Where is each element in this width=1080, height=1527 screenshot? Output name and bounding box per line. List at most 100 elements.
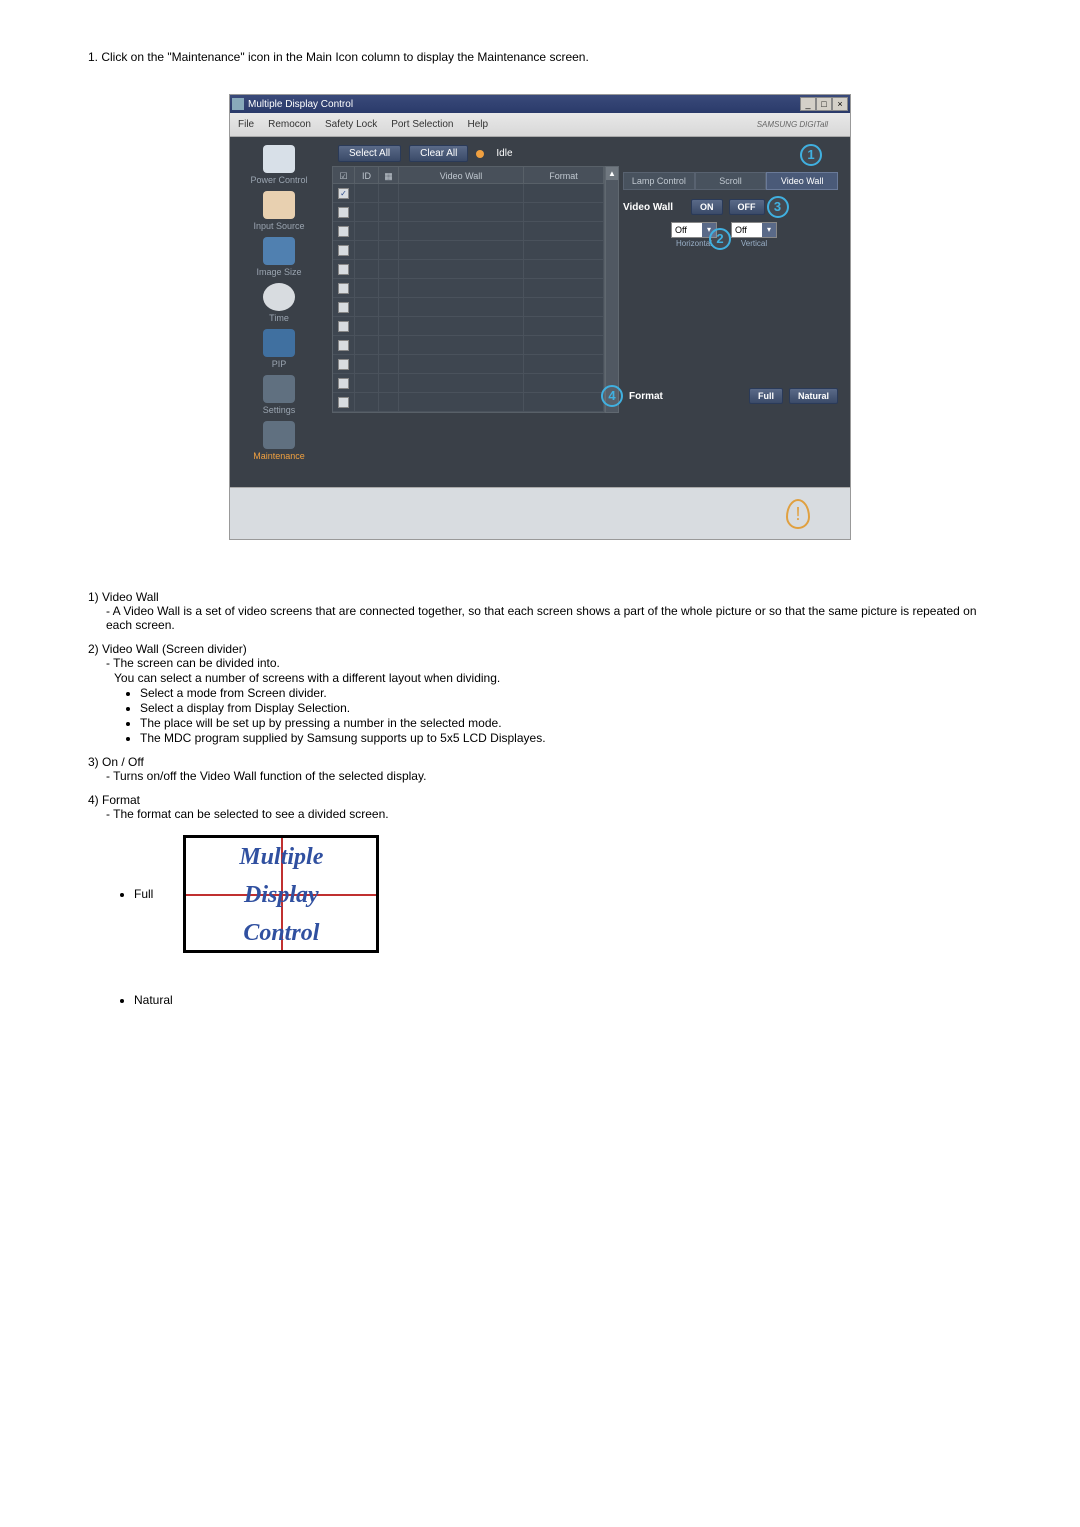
description-list: 1) Video Wall - A Video Wall is a set of… (80, 590, 1000, 1007)
table-row[interactable]: ✓ (333, 184, 604, 203)
row-checkbox[interactable] (338, 302, 349, 313)
natural-button[interactable]: Natural (789, 388, 838, 404)
select-all-button[interactable]: Select All (338, 145, 401, 162)
pip-icon (263, 329, 295, 357)
callout-2: 2 (709, 228, 731, 250)
tab-scroll[interactable]: Scroll (695, 172, 767, 190)
chevron-down-icon: ▾ (762, 223, 776, 237)
mnt-icon (263, 421, 295, 449)
brand-label: SAMSUNG DIGITall (757, 120, 828, 129)
row-checkbox[interactable] (338, 340, 349, 351)
table-row[interactable] (333, 393, 604, 412)
settings-panel: Lamp Control Scroll Video Wall 1 Video W… (619, 166, 846, 413)
sidebar-item-label: PIP (234, 359, 324, 369)
format-label: Format (629, 391, 663, 402)
sidebar-item-label: Power Control (234, 175, 324, 185)
item-1-desc: - A Video Wall is a set of video screens… (106, 604, 1000, 632)
full-label: Full (134, 887, 153, 901)
minimize-button[interactable]: _ (800, 97, 816, 111)
table-row[interactable] (333, 336, 604, 355)
table-row[interactable] (333, 260, 604, 279)
sidebar-item-power-control[interactable]: Power Control (234, 145, 324, 185)
col-format: Format (524, 167, 604, 183)
sidebar-item-image-size[interactable]: Image Size (234, 237, 324, 277)
menu-remocon[interactable]: Remocon (268, 119, 311, 130)
menu-port-selection[interactable]: Port Selection (391, 119, 453, 130)
sidebar-item-label: Settings (234, 405, 324, 415)
item-2-desc2: You can select a number of screens with … (106, 671, 1000, 685)
menu-file[interactable]: File (238, 119, 254, 130)
sidebar: Power Control Input Source Image Size Time P… (230, 137, 328, 487)
scrollbar[interactable]: ▲ (605, 166, 619, 413)
app-window: Multiple Display Control _ □ × File Remo… (229, 94, 851, 540)
callout-1: 1 (800, 144, 822, 166)
vertical-label: Vertical (741, 239, 767, 248)
row-checkbox[interactable] (338, 378, 349, 389)
item-2-bullet4: The MDC program supplied by Samsung supp… (140, 731, 1000, 745)
item-3-desc: - Turns on/off the Video Wall function o… (106, 769, 1000, 783)
intro-text: 1. Click on the "Maintenance" icon in th… (80, 50, 1000, 64)
screenshot-container: Multiple Display Control _ □ × File Remo… (80, 94, 1000, 540)
sidebar-item-input-source[interactable]: Input Source (234, 191, 324, 231)
callout-4: 4 (601, 385, 623, 407)
app-icon (232, 98, 244, 110)
row-checkbox[interactable]: ✓ (338, 188, 349, 199)
table-row[interactable] (333, 298, 604, 317)
idle-indicator-icon (476, 150, 484, 158)
window-title: Multiple Display Control (248, 99, 800, 110)
menu-safety-lock[interactable]: Safety Lock (325, 119, 377, 130)
row-checkbox[interactable] (338, 207, 349, 218)
table-row[interactable] (333, 317, 604, 336)
sidebar-item-pip[interactable]: PIP (234, 329, 324, 369)
row-checkbox[interactable] (338, 245, 349, 256)
full-button[interactable]: Full (749, 388, 783, 404)
video-wall-label: Video Wall (623, 202, 685, 213)
table-row[interactable] (333, 374, 604, 393)
col-id: ID (355, 167, 379, 183)
item-2-desc1: - The screen can be divided into. (106, 656, 1000, 670)
item-1-title: 1) Video Wall (88, 590, 159, 604)
sidebar-item-label: Maintenance (234, 451, 324, 461)
sidebar-item-label: Time (234, 313, 324, 323)
sidebar-item-maintenance[interactable]: Maintenance (234, 421, 324, 461)
item-2-bullet2: Select a display from Display Selection. (140, 701, 1000, 715)
row-checkbox[interactable] (338, 226, 349, 237)
horizontal-label: Horizontal (676, 239, 712, 248)
maximize-button[interactable]: □ (816, 97, 832, 111)
tab-lamp-control[interactable]: Lamp Control (623, 172, 695, 190)
status-bar: ! (230, 487, 850, 539)
row-checkbox[interactable] (338, 397, 349, 408)
table-row[interactable] (333, 279, 604, 298)
natural-label: Natural (134, 993, 173, 1007)
row-checkbox[interactable] (338, 321, 349, 332)
sidebar-item-time[interactable]: Time (234, 283, 324, 323)
item-2-bullet1: Select a mode from Screen divider. (140, 686, 1000, 700)
table-row[interactable] (333, 355, 604, 374)
table-row[interactable] (333, 222, 604, 241)
sidebar-item-settings[interactable]: Settings (234, 375, 324, 415)
item-3-title: 3) On / Off (88, 755, 144, 769)
tab-video-wall[interactable]: Video Wall (766, 172, 838, 190)
inp-icon (263, 191, 295, 219)
item-4-title: 4) Format (88, 793, 140, 807)
main-area: Select All Clear All Idle ☑ ID ▦ Video W… (328, 137, 850, 487)
idle-label: Idle (496, 148, 512, 159)
close-button[interactable]: × (832, 97, 848, 111)
menu-help[interactable]: Help (467, 119, 488, 130)
row-checkbox[interactable] (338, 359, 349, 370)
row-checkbox[interactable] (338, 283, 349, 294)
sidebar-item-label: Input Source (234, 221, 324, 231)
display-grid: ☑ ID ▦ Video Wall Format ✓ (332, 166, 605, 413)
vertical-select[interactable]: Off▾ (731, 222, 777, 238)
full-figure: Multiple Display Control (183, 835, 379, 953)
menu-bar: File Remocon Safety Lock Port Selection … (230, 113, 850, 137)
item-2-title: 2) Video Wall (Screen divider) (88, 642, 247, 656)
row-checkbox[interactable] (338, 264, 349, 275)
table-row[interactable] (333, 203, 604, 222)
on-button[interactable]: ON (691, 199, 723, 215)
clear-all-button[interactable]: Clear All (409, 145, 468, 162)
off-button[interactable]: OFF (729, 199, 765, 215)
title-bar: Multiple Display Control _ □ × (230, 95, 850, 113)
table-row[interactable] (333, 241, 604, 260)
sidebar-item-label: Image Size (234, 267, 324, 277)
